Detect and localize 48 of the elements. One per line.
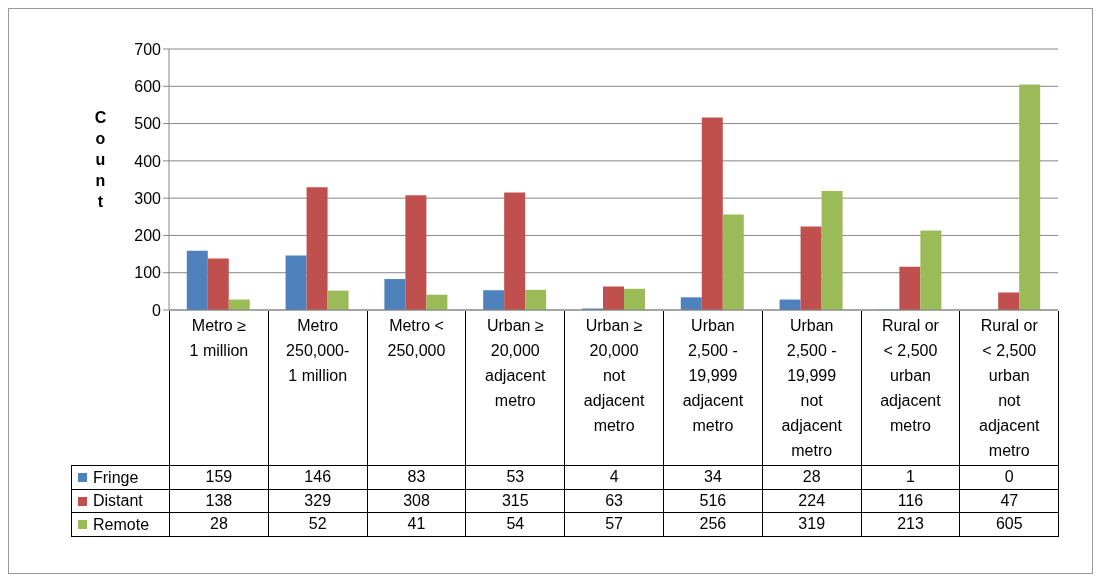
y-tick-label: 300 [134, 189, 162, 207]
data-label: 34 [663, 465, 763, 489]
data-label: 47 [959, 489, 1059, 513]
y-axis-title: Count [91, 109, 109, 214]
data-label: 224 [762, 489, 862, 513]
data-label: 53 [465, 465, 565, 489]
legend-label: Distant [92, 492, 143, 510]
data-label: 159 [169, 465, 269, 489]
data-label: 54 [465, 512, 565, 536]
data-label: 315 [465, 489, 565, 513]
y-tick-label: 200 [134, 227, 162, 245]
x-tick-label: Urban 2,500 - 19,999 adjacent metro [663, 311, 763, 466]
data-label: 1 [861, 465, 960, 489]
x-tick-label: Metro < 250,000 [367, 311, 466, 466]
legend-label: Fringe [92, 468, 139, 487]
data-label: 57 [564, 512, 664, 536]
x-tick-label: Metro ≥ 1 million [169, 311, 269, 466]
x-tick-label: Rural or < 2,500 urban not adjacent metro [959, 311, 1059, 466]
data-label: 83 [367, 465, 466, 489]
data-label: 28 [762, 465, 862, 489]
x-tick-label: Urban 2,500 - 19,999 not adjacent metro [762, 311, 862, 466]
y-tick-label: 0 [152, 301, 162, 319]
data-label: 605 [959, 512, 1059, 536]
x-tick-label: Urban ≥ 20,000 not adjacent metro [564, 311, 664, 466]
data-label: 329 [268, 489, 368, 513]
data-label: 256 [663, 512, 763, 536]
y-tick-label: 500 [134, 115, 162, 133]
data-label: 4 [564, 465, 664, 489]
data-label: 146 [268, 465, 368, 489]
data-label: 0 [959, 465, 1059, 489]
data-label: 116 [861, 489, 960, 513]
x-tick-label: Metro 250,000- 1 million [268, 311, 368, 466]
data-label: 28 [169, 512, 269, 536]
y-tick-label: 600 [134, 77, 162, 95]
y-tick-label: 700 [134, 40, 162, 58]
data-label: 319 [762, 512, 862, 536]
legend-label: Remote [92, 515, 150, 534]
y-tick-label: 400 [134, 152, 162, 170]
data-label: 41 [367, 512, 466, 536]
y-tick-label: 100 [134, 264, 162, 282]
data-label: 516 [663, 489, 763, 513]
data-label: 138 [169, 489, 269, 513]
data-label: 63 [564, 489, 664, 513]
data-label: 52 [268, 512, 368, 536]
data-label: 213 [861, 512, 960, 536]
data-label: 308 [367, 489, 466, 513]
x-tick-label: Urban ≥ 20,000 adjacent metro [465, 311, 565, 466]
x-tick-label: Rural or < 2,500 urban adjacent metro [861, 311, 960, 466]
